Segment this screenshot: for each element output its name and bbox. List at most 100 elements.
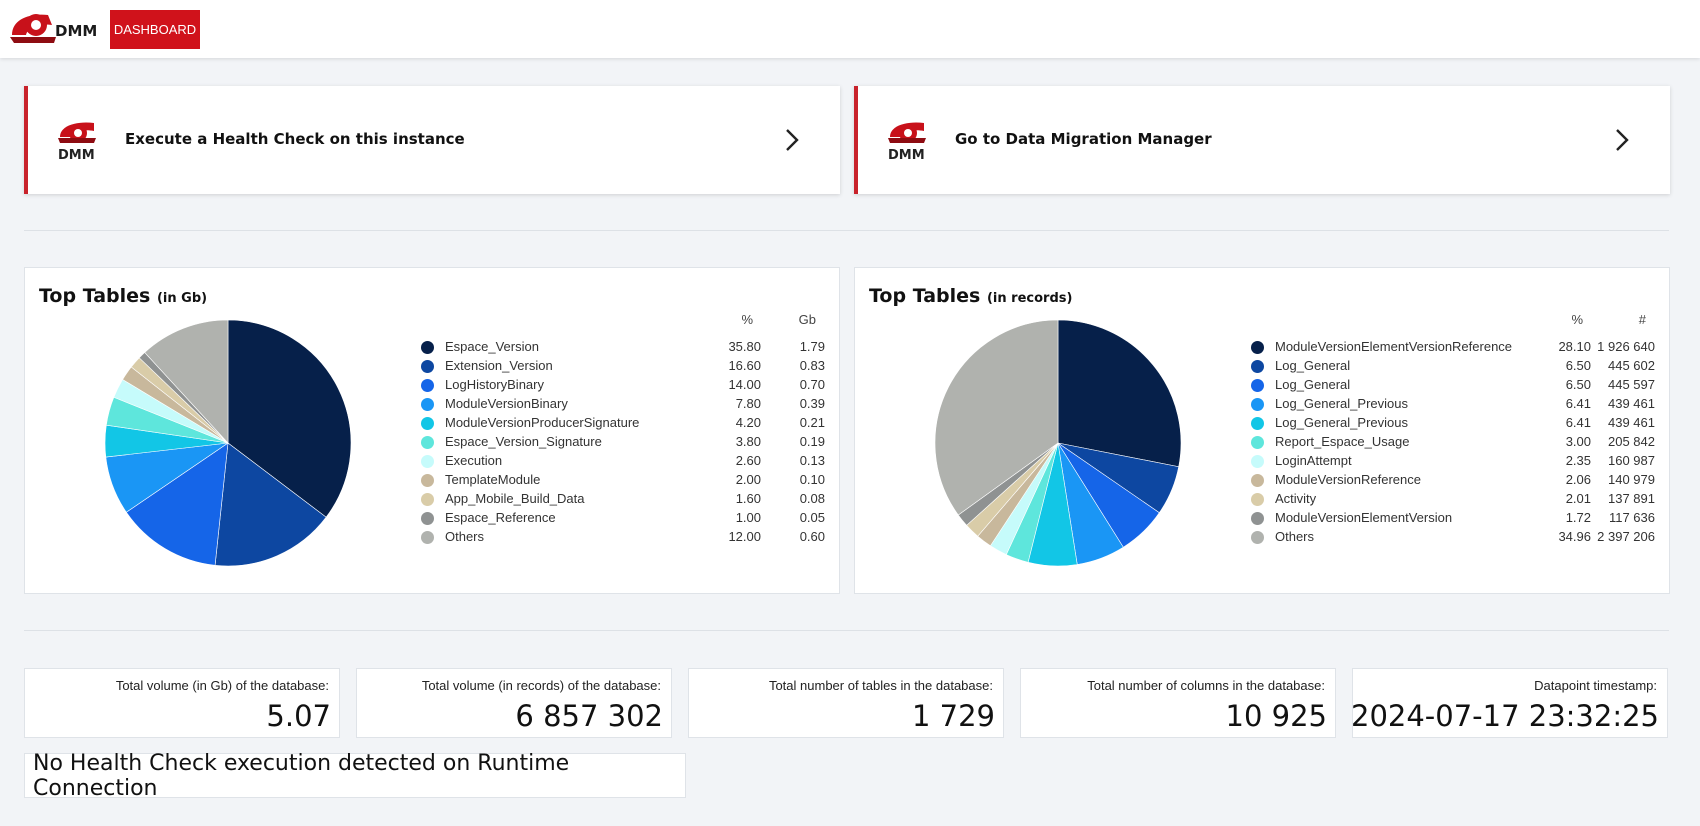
stat-value: 5.07 [266,699,331,733]
chevron-right-icon[interactable] [1612,126,1632,154]
legend-value: 0.39 [799,396,825,411]
stat-label: Total volume (in records) of the databas… [421,678,661,693]
legend-swatch [1251,341,1264,354]
chart-subtitle: (in records) [986,291,1073,306]
legend-label: Log_General [1275,358,1351,373]
legend-value: 0.21 [799,415,825,430]
legend-swatch [1251,531,1264,544]
legend-value: 205 842 [1608,434,1655,449]
legend-swatch [1251,360,1264,373]
pie-chart [104,319,352,567]
dashboard-button[interactable]: DASHBOARD [110,10,200,49]
legend-swatch [421,360,434,373]
legend-swatch [421,379,434,392]
chart-title: Top Tables (in Gb) [39,285,207,307]
legend-label: Espace_Version_Signature [445,434,602,449]
data-migration-card[interactable]: DMM Go to Data Migration Manager [854,86,1670,194]
legend-label: Log_General [1275,377,1351,392]
legend-item: TemplateModule 2.00 0.10 [421,471,825,490]
dmm-logo-icon[interactable] [8,9,100,45]
legend-label: Others [445,529,485,544]
legend-percent: 35.80 [728,339,761,354]
top-bar: DMM DASHBOARD [0,0,1700,58]
pie-slice [125,442,229,566]
legend-percent: 12.00 [728,529,761,544]
chart-subtitle: (in Gb) [156,291,208,306]
legend-value: 439 461 [1608,396,1655,411]
pie-slice [1057,319,1182,468]
legend-item: Espace_Version_Signature 3.80 0.19 [421,433,825,452]
legend-header-pct: % [1571,312,1583,327]
legend-value: 1.79 [799,339,825,354]
legend-swatch [421,474,434,487]
stat-value: 1 729 [911,699,995,733]
chart-title-text: Top Tables [39,285,151,307]
legend-value: 439 461 [1608,415,1655,430]
pie-slice [934,319,1059,516]
top-tables-gb-card: Top Tables (in Gb) % Gb Espace_Version 35… [24,267,840,594]
legend-item: ModuleVersionElementVersion 1.72 117 636 [1251,509,1655,528]
legend-label: ModuleVersionElementVersionReference [1275,339,1513,354]
legend-percent: 6.50 [1565,377,1591,392]
legend-item: ModuleVersionBinary 7.80 0.39 [421,395,825,414]
legend-value: 0.70 [799,377,825,392]
stat-total-columns: Total number of columns in the database:… [1020,668,1336,738]
legend-percent: 4.20 [735,415,761,430]
legend-header-pct: % [741,312,753,327]
legend-percent: 2.00 [735,472,761,487]
legend-label: Log_General_Previous [1275,415,1408,430]
legend-percent: 1.00 [735,510,761,525]
chart-legend: ModuleVersionElementVersionReference 28.1… [1251,338,1655,547]
legend-value: 140 979 [1608,472,1655,487]
legend-label: ModuleVersionProducerSignature [445,415,640,430]
legend-percent: 6.41 [1565,415,1591,430]
legend-value: 160 987 [1608,453,1655,468]
divider [24,630,1669,631]
divider [24,230,1669,231]
legend-label: TemplateModule [445,472,541,487]
legend-item: Others 12.00 0.60 [421,528,825,547]
legend-item: Log_General 6.50 445 597 [1251,376,1655,395]
legend-swatch [1251,436,1264,449]
legend-label: Activity [1275,491,1317,506]
legend-item: App_Mobile_Build_Data 1.60 0.08 [421,490,825,509]
card-logo-text: DMM [58,148,95,161]
legend-item: Espace_Reference 1.00 0.05 [421,509,825,528]
legend-item: ModuleVersionElementVersionReference 28.1… [1251,338,1655,357]
legend-item: ModuleVersionReference 2.06 140 979 [1251,471,1655,490]
chevron-right-icon[interactable] [782,126,802,154]
top-tables-records-card: Top Tables (in records) % # ModuleVersio… [854,267,1670,594]
stat-value: 2024-07-17 23:32:25 [1351,699,1659,733]
legend-swatch [1251,398,1264,411]
legend-value: 0.83 [799,358,825,373]
stat-label: Total volume (in Gb) of the database: [115,678,329,693]
legend-label: App_Mobile_Build_Data [445,491,585,506]
legend-item: Log_General 6.50 445 602 [1251,357,1655,376]
chart-title-text: Top Tables [869,285,981,307]
legend-percent: 7.80 [735,396,761,411]
legend-percent: 3.00 [1565,434,1591,449]
legend-percent: 1.72 [1565,510,1591,525]
legend-item: Espace_Version 35.80 1.79 [421,338,825,357]
stat-datapoint-timestamp: Datapoint timestamp: 2024-07-17 23:32:25 [1351,668,1668,738]
legend-value: 0.13 [799,453,825,468]
legend-item: Report_Espace_Usage 3.00 205 842 [1251,433,1655,452]
legend-swatch [1251,493,1264,506]
legend-swatch [421,455,434,468]
dmm-logo-icon: DMM [58,122,96,161]
health-check-card[interactable]: DMM Execute a Health Check on this insta… [24,86,840,194]
legend-label: Espace_Reference [445,510,556,525]
legend-item: ModuleVersionProducerSignature 4.20 0.21 [421,414,825,433]
legend-label: LoginAttempt [1275,453,1352,468]
legend-percent: 3.80 [735,434,761,449]
legend-label: Others [1275,529,1315,544]
legend-swatch [421,493,434,506]
legend-value: 2 397 206 [1597,529,1655,544]
legend-label: ModuleVersionElementVersion [1275,510,1453,525]
legend-swatch [1251,512,1264,525]
legend-percent: 14.00 [728,377,761,392]
legend-label: ModuleVersionReference [1275,472,1421,487]
legend-value: 445 602 [1608,358,1655,373]
stat-value: 6 857 302 [515,699,663,733]
stat-total-tables: Total number of tables in the database: … [688,668,1004,738]
